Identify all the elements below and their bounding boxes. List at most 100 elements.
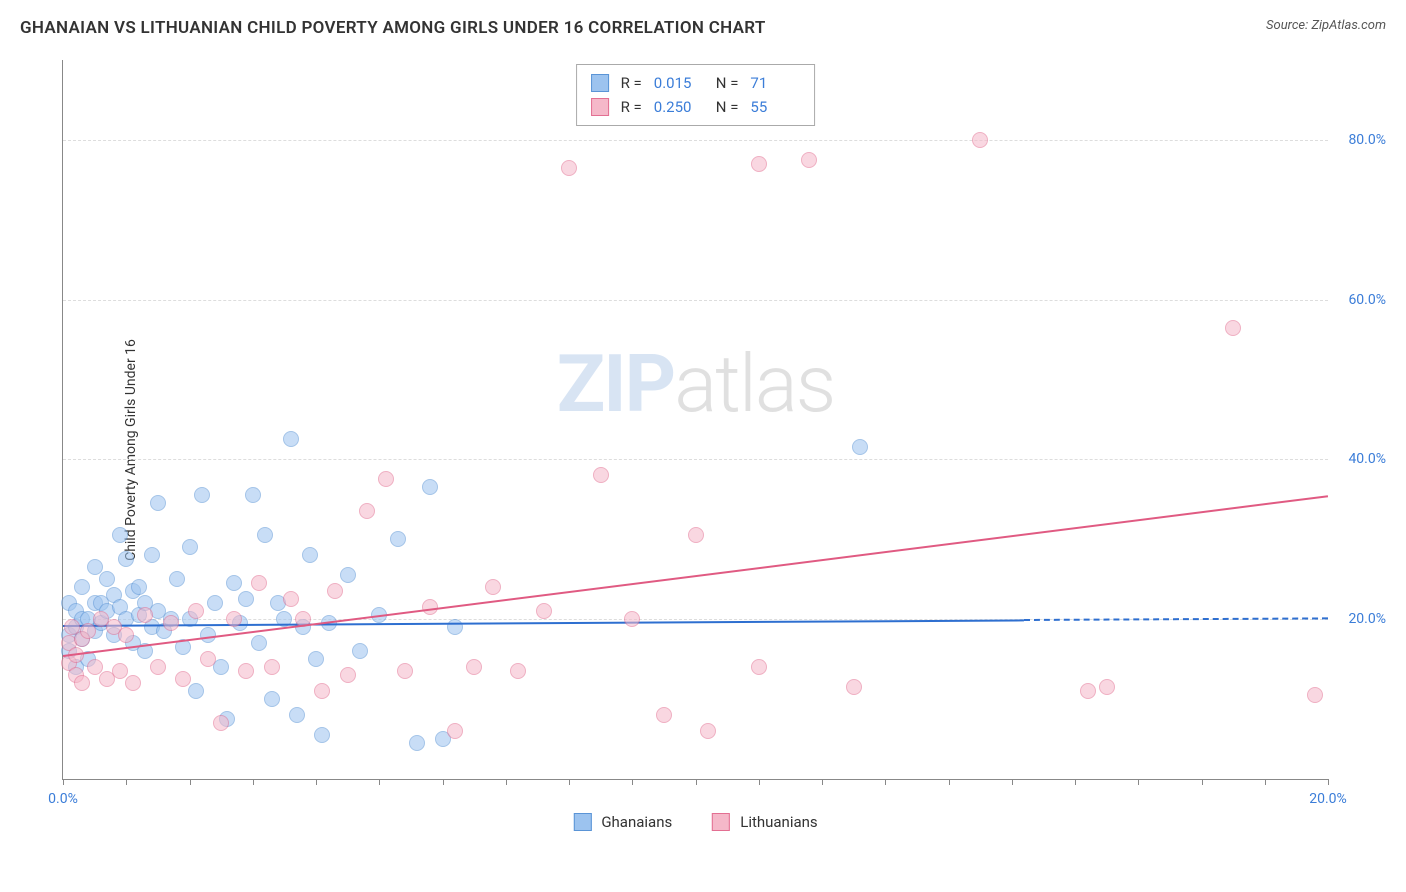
stats-row: R =0.250N =55 xyxy=(591,95,801,119)
data-point xyxy=(510,663,526,679)
chart-title: GHANAIAN VS LITHUANIAN CHILD POVERTY AMO… xyxy=(20,18,766,38)
stat-r-label: R = xyxy=(621,95,642,119)
y-tick-label: 40.0% xyxy=(1348,451,1386,467)
data-point xyxy=(378,471,394,487)
data-point xyxy=(182,539,198,555)
data-point xyxy=(751,156,767,172)
plot-area: ZIPatlas R =0.015N =71R =0.250N =55 Ghan… xyxy=(62,60,1328,780)
x-tick xyxy=(822,779,823,785)
x-tick xyxy=(506,779,507,785)
data-point xyxy=(207,595,223,611)
chart-container: Child Poverty Among Girls Under 16 ZIPat… xyxy=(48,60,1388,840)
legend-swatch xyxy=(712,813,730,831)
data-point xyxy=(87,659,103,675)
x-tick xyxy=(253,779,254,785)
x-tick xyxy=(569,779,570,785)
data-point xyxy=(251,575,267,591)
x-tick xyxy=(632,779,633,785)
data-point xyxy=(447,619,463,635)
data-point xyxy=(466,659,482,675)
data-point xyxy=(688,527,704,543)
data-point xyxy=(150,659,166,675)
data-point xyxy=(359,503,375,519)
data-point xyxy=(169,571,185,587)
legend-swatch xyxy=(591,98,609,116)
data-point xyxy=(289,707,305,723)
data-point xyxy=(801,152,817,168)
stat-r-value: 0.015 xyxy=(654,71,704,95)
watermark: ZIPatlas xyxy=(557,337,835,431)
data-point xyxy=(751,659,767,675)
data-point xyxy=(1307,687,1323,703)
source-attribution: Source: ZipAtlas.com xyxy=(1266,18,1386,33)
data-point xyxy=(340,567,356,583)
data-point xyxy=(99,571,115,587)
data-point xyxy=(194,487,210,503)
data-point xyxy=(118,551,134,567)
data-point xyxy=(422,479,438,495)
data-point xyxy=(1225,320,1241,336)
x-tick-label: 0.0% xyxy=(48,791,78,807)
x-tick xyxy=(949,779,950,785)
data-point xyxy=(302,547,318,563)
stat-n-label: N = xyxy=(716,95,739,119)
data-point xyxy=(213,715,229,731)
data-point xyxy=(137,607,153,623)
stat-r-label: R = xyxy=(621,71,642,95)
data-point xyxy=(118,627,134,643)
trend-line xyxy=(63,619,1024,627)
data-point xyxy=(700,723,716,739)
data-point xyxy=(87,559,103,575)
data-point xyxy=(536,603,552,619)
data-point xyxy=(656,707,672,723)
data-point xyxy=(624,611,640,627)
data-point xyxy=(175,671,191,687)
data-point xyxy=(245,487,261,503)
trend-line-extrapolated xyxy=(1024,618,1328,622)
stats-row: R =0.015N =71 xyxy=(591,71,801,95)
data-point xyxy=(238,591,254,607)
x-tick xyxy=(443,779,444,785)
data-point xyxy=(327,583,343,599)
data-point xyxy=(308,651,324,667)
x-tick-label: 20.0% xyxy=(1309,791,1347,807)
x-tick xyxy=(379,779,380,785)
data-point xyxy=(150,495,166,511)
data-point xyxy=(283,591,299,607)
y-tick-label: 20.0% xyxy=(1348,611,1386,627)
x-tick xyxy=(1328,779,1329,785)
stat-n-value: 71 xyxy=(750,71,800,95)
data-point xyxy=(238,663,254,679)
series-legend: GhanaiansLithuanians xyxy=(573,813,817,831)
data-point xyxy=(561,160,577,176)
x-tick xyxy=(1138,779,1139,785)
x-tick xyxy=(759,779,760,785)
gridline xyxy=(63,140,1328,141)
data-point xyxy=(226,611,242,627)
data-point xyxy=(1080,683,1096,699)
data-point xyxy=(593,467,609,483)
data-point xyxy=(340,667,356,683)
legend-swatch xyxy=(573,813,591,831)
data-point xyxy=(314,727,330,743)
y-tick-label: 80.0% xyxy=(1348,132,1386,148)
y-tick-label: 60.0% xyxy=(1348,292,1386,308)
x-tick xyxy=(1075,779,1076,785)
x-tick xyxy=(126,779,127,785)
legend-item: Ghanaians xyxy=(573,813,672,831)
x-tick xyxy=(316,779,317,785)
data-point xyxy=(163,615,179,631)
stat-r-value: 0.250 xyxy=(654,95,704,119)
data-point xyxy=(352,643,368,659)
x-tick xyxy=(190,779,191,785)
gridline xyxy=(63,300,1328,301)
data-point xyxy=(390,531,406,547)
gridline xyxy=(63,459,1328,460)
x-tick xyxy=(885,779,886,785)
data-point xyxy=(397,663,413,679)
data-point xyxy=(1099,679,1115,695)
data-point xyxy=(251,635,267,651)
data-point xyxy=(226,575,242,591)
data-point xyxy=(972,132,988,148)
data-point xyxy=(74,675,90,691)
